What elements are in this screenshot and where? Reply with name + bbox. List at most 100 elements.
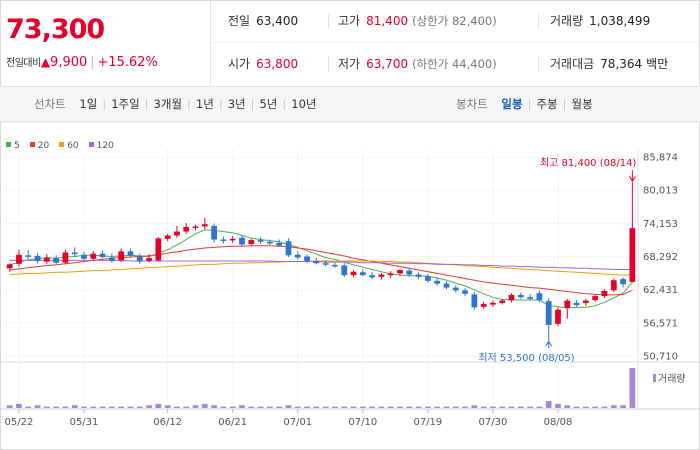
divider: | — [218, 97, 223, 111]
volume-bar — [164, 405, 171, 408]
candle-body — [629, 228, 636, 282]
candle-body — [155, 238, 162, 261]
candle-body — [434, 280, 441, 284]
candle-body — [304, 256, 310, 261]
candle-body — [220, 239, 227, 241]
line-chart-period-group: 선차트 1일 | 1주일 | 3개월 | 1년 | 3년 | 5년 | 10년 — [34, 87, 316, 121]
volume-bar — [229, 406, 236, 408]
divider: | — [187, 97, 191, 111]
volume-label: 거래량 — [658, 373, 686, 385]
candle-body — [109, 257, 115, 261]
line-period-button-3[interactable]: 1년 — [195, 97, 214, 111]
ma-line-120 — [9, 259, 633, 270]
change-rate: +15.62% — [97, 55, 158, 70]
current-price: 73,300 — [6, 14, 105, 45]
candle-body — [192, 226, 199, 228]
candle-body — [601, 290, 608, 297]
volume-bar — [490, 406, 496, 408]
volume-bar — [341, 406, 348, 408]
summary-row: 시가 63,800 저가 63,700 (하한가 44,400) 거래대금 78,364… — [212, 43, 699, 86]
x-tick-label: 07/10 — [348, 417, 377, 428]
candle-body — [592, 296, 599, 301]
candle-chart-title: 봉차트 — [456, 97, 488, 111]
candle-body — [620, 279, 626, 285]
volume-bar — [136, 406, 143, 408]
volume-bar — [201, 403, 208, 408]
candle-body — [211, 225, 217, 240]
candle-body — [415, 274, 422, 277]
volume-bar — [285, 405, 292, 408]
y-tick-label: 62,431 — [643, 285, 678, 296]
quote-summary: 전일 63,400 고가 81,400 (상한가 82,400) 거래량 1,038,4… — [212, 0, 699, 86]
high-price: 고가 81,400 (상한가 82,400) — [338, 14, 497, 28]
candle-period-button-1[interactable]: 주봉 — [536, 97, 558, 111]
legend-item-ma120[interactable]: 120 — [88, 141, 114, 151]
candle-body — [406, 270, 413, 275]
legend-item-ma20[interactable]: 20 — [29, 141, 49, 151]
volume-bar — [452, 406, 459, 408]
volume-bar — [257, 406, 264, 408]
candle-body — [332, 264, 338, 267]
candle-body — [490, 302, 496, 305]
low-annotation: 최저 53,500 (08/05) — [478, 352, 574, 364]
legend-item-ma5[interactable]: 5 — [6, 141, 20, 151]
divider: | — [282, 97, 287, 111]
candle-body — [517, 294, 524, 298]
line-chart-title: 선차트 — [34, 97, 66, 111]
candle-body — [555, 309, 561, 324]
candle-body — [16, 254, 22, 264]
candle-period-button-0[interactable]: 일봉 — [501, 97, 523, 111]
x-tick-label: 08/08 — [544, 417, 573, 428]
candle-body — [127, 251, 134, 256]
volume-bar — [294, 406, 301, 408]
line-period-button-6[interactable]: 10년 — [291, 97, 317, 111]
volume-bar — [248, 406, 255, 408]
candle-body — [359, 272, 366, 276]
volume-bar — [415, 406, 422, 408]
legend-swatch — [59, 142, 65, 147]
y-tick-label: 85,874 — [643, 153, 678, 164]
x-tick-label: 07/30 — [479, 417, 508, 428]
candle-period-button-2[interactable]: 월봉 — [571, 97, 593, 111]
legend-label: 60 — [67, 141, 79, 151]
candle-body — [322, 263, 329, 265]
line-period-button-0[interactable]: 1일 — [79, 97, 98, 111]
legend-swatch — [29, 142, 35, 147]
candle-body — [378, 274, 385, 277]
volume-bar — [350, 406, 357, 408]
volume-bar — [359, 406, 366, 408]
chart-toolbar: 선차트 1일 | 1주일 | 3개월 | 1년 | 3년 | 5년 | 10년 봉차트 일봉 | 주봉 | 월봉 — [0, 86, 700, 122]
x-tick-label: 05/22 — [5, 417, 34, 428]
line-period-button-1[interactable]: 1주일 — [111, 97, 140, 111]
line-period-button-4[interactable]: 3년 — [227, 97, 246, 111]
volume: 거래량 1,038,499 — [550, 14, 651, 28]
line-period-button-2[interactable]: 3개월 — [153, 97, 183, 111]
x-tick-label: 06/21 — [218, 417, 247, 428]
volume-bar — [276, 406, 283, 408]
volume-legend-swatch — [653, 374, 656, 382]
candle-body — [610, 280, 617, 291]
candle-body — [294, 254, 301, 258]
high-annotation: 최고 81,400 (08/14) — [540, 157, 636, 169]
candle-body — [350, 271, 357, 276]
candle-body — [397, 270, 403, 274]
candle-body — [6, 264, 13, 269]
volume-bar — [499, 406, 506, 408]
volume-bar — [16, 403, 22, 408]
change-label: 전일대비 — [6, 58, 41, 69]
candle-body — [201, 224, 208, 227]
candle-body — [34, 255, 41, 261]
candle-body — [62, 252, 69, 263]
volume-bar — [527, 406, 533, 408]
turnover: 거래대금 78,364 백만 — [550, 57, 669, 71]
volume-bar — [53, 406, 59, 408]
prev-close: 전일 63,400 — [228, 14, 299, 28]
price-panel: 73,300 전일대비▲9,900 | +15.62% — [0, 0, 211, 86]
candle-body — [164, 235, 171, 239]
volume-bar — [313, 406, 320, 408]
candle-body — [276, 242, 283, 246]
volume-bar — [304, 406, 310, 408]
y-tick-label: 68,292 — [643, 252, 678, 263]
legend-item-ma60[interactable]: 60 — [59, 141, 79, 151]
line-period-button-5[interactable]: 5년 — [259, 97, 278, 111]
